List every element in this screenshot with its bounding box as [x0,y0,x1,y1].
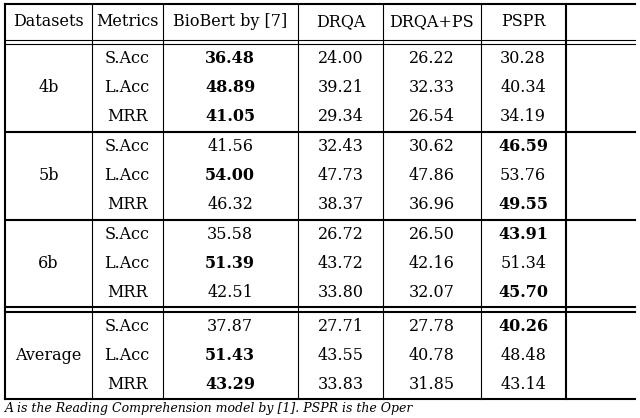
Text: 42.16: 42.16 [409,255,455,272]
Text: DRQA+PS: DRQA+PS [390,13,474,31]
Text: 47.73: 47.73 [317,167,364,184]
Text: 27.71: 27.71 [317,318,364,335]
Text: 43.91: 43.91 [498,226,548,243]
Text: 40.78: 40.78 [409,347,455,364]
Text: MRR: MRR [107,108,148,125]
Text: 51.34: 51.34 [500,255,546,272]
Text: L.Acc: L.Acc [104,347,150,364]
Text: 33.80: 33.80 [317,284,364,301]
Text: 40.26: 40.26 [498,318,548,335]
Text: 26.22: 26.22 [409,50,454,67]
Text: 43.72: 43.72 [317,255,364,272]
Text: S.Acc: S.Acc [105,50,150,67]
Text: 47.86: 47.86 [409,167,455,184]
Text: 6b: 6b [38,255,59,272]
Text: 32.33: 32.33 [409,79,455,96]
Text: 40.34: 40.34 [500,79,546,96]
Text: 51.39: 51.39 [205,255,255,272]
Text: 43.55: 43.55 [317,347,364,364]
Text: MRR: MRR [107,284,148,301]
Text: 31.85: 31.85 [409,376,455,393]
Text: 42.51: 42.51 [207,284,253,301]
Text: 43.29: 43.29 [205,376,255,393]
Text: S.Acc: S.Acc [105,318,150,335]
Text: Average: Average [15,347,82,364]
Text: BioBert by [7]: BioBert by [7] [173,13,287,31]
Text: DRQA: DRQA [316,13,365,31]
Text: 45.70: 45.70 [498,284,548,301]
Text: S.Acc: S.Acc [105,226,150,243]
Text: 49.55: 49.55 [498,196,548,213]
Text: 30.28: 30.28 [500,50,546,67]
Text: A is the Reading Comprehension model by [1]. PSPR is the Oper: A is the Reading Comprehension model by … [5,402,413,415]
Text: 37.87: 37.87 [207,318,253,335]
Text: 48.89: 48.89 [205,79,255,96]
Text: 48.48: 48.48 [500,347,546,364]
Text: 30.62: 30.62 [409,138,455,155]
Text: Datasets: Datasets [13,13,84,31]
Text: 26.54: 26.54 [409,108,455,125]
Text: 29.34: 29.34 [317,108,364,125]
Text: 26.72: 26.72 [317,226,364,243]
Text: 38.37: 38.37 [317,196,364,213]
Text: L.Acc: L.Acc [104,255,150,272]
Text: 51.43: 51.43 [205,347,255,364]
Text: L.Acc: L.Acc [104,167,150,184]
Text: PSPR: PSPR [501,13,545,31]
Text: 26.50: 26.50 [409,226,455,243]
Text: 5b: 5b [38,167,59,184]
Text: Metrics: Metrics [96,13,159,31]
Text: 4b: 4b [38,79,59,96]
Text: 46.59: 46.59 [498,138,548,155]
Text: 54.00: 54.00 [205,167,255,184]
Text: S.Acc: S.Acc [105,138,150,155]
Text: 36.96: 36.96 [409,196,455,213]
Text: 35.58: 35.58 [207,226,253,243]
Text: MRR: MRR [107,196,148,213]
Text: 39.21: 39.21 [317,79,364,96]
Text: 43.14: 43.14 [500,376,546,393]
Text: 46.32: 46.32 [207,196,253,213]
Text: 34.19: 34.19 [500,108,546,125]
Text: 33.83: 33.83 [317,376,364,393]
Text: 27.78: 27.78 [409,318,455,335]
Text: MRR: MRR [107,376,148,393]
Text: 32.07: 32.07 [409,284,455,301]
Text: L.Acc: L.Acc [104,79,150,96]
Text: 24.00: 24.00 [317,50,364,67]
Text: 41.56: 41.56 [207,138,253,155]
Text: 32.43: 32.43 [317,138,364,155]
Text: 41.05: 41.05 [205,108,255,125]
Text: 53.76: 53.76 [500,167,546,184]
Text: 36.48: 36.48 [205,50,255,67]
